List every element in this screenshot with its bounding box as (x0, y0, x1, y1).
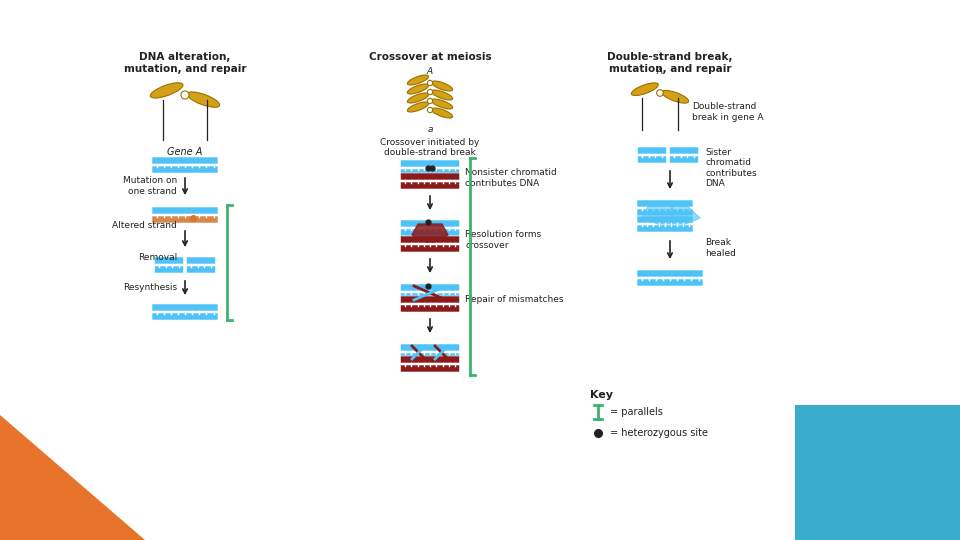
Text: DNA alteration,
mutation, and repair: DNA alteration, mutation, and repair (124, 52, 247, 73)
FancyBboxPatch shape (637, 279, 703, 286)
Ellipse shape (657, 90, 663, 96)
FancyBboxPatch shape (400, 245, 460, 252)
Ellipse shape (427, 98, 433, 104)
FancyBboxPatch shape (637, 147, 666, 154)
Text: Gene A: Gene A (167, 147, 203, 157)
FancyBboxPatch shape (152, 207, 218, 214)
Ellipse shape (151, 83, 183, 98)
Ellipse shape (407, 75, 428, 85)
FancyBboxPatch shape (400, 169, 460, 176)
FancyBboxPatch shape (637, 225, 693, 232)
FancyBboxPatch shape (400, 293, 460, 300)
Ellipse shape (407, 93, 428, 103)
Ellipse shape (431, 90, 452, 100)
Text: Break
healed: Break healed (705, 238, 736, 258)
Text: Sister
chromatid
contributes
DNA: Sister chromatid contributes DNA (705, 148, 756, 188)
FancyBboxPatch shape (400, 344, 460, 351)
Text: Resynthesis: Resynthesis (123, 282, 177, 292)
Ellipse shape (187, 92, 220, 107)
FancyBboxPatch shape (637, 216, 693, 223)
FancyBboxPatch shape (155, 266, 183, 273)
FancyBboxPatch shape (152, 157, 218, 164)
Text: = parallels: = parallels (610, 407, 662, 417)
Ellipse shape (181, 91, 189, 99)
Text: A: A (657, 67, 663, 76)
FancyBboxPatch shape (400, 296, 460, 303)
Text: Removal: Removal (137, 253, 177, 261)
FancyBboxPatch shape (400, 160, 460, 167)
FancyBboxPatch shape (152, 216, 218, 223)
Text: A: A (427, 67, 433, 76)
Ellipse shape (632, 83, 659, 96)
FancyBboxPatch shape (186, 266, 215, 273)
FancyBboxPatch shape (669, 156, 699, 163)
Ellipse shape (427, 80, 433, 86)
Text: a: a (427, 125, 433, 134)
FancyBboxPatch shape (637, 270, 703, 277)
Text: Mutation on
one strand: Mutation on one strand (123, 176, 177, 195)
FancyBboxPatch shape (400, 182, 460, 189)
FancyBboxPatch shape (400, 173, 460, 180)
Text: Resolution forms
crossover: Resolution forms crossover (465, 230, 541, 249)
Polygon shape (412, 224, 448, 242)
FancyBboxPatch shape (637, 200, 693, 207)
Ellipse shape (407, 84, 428, 94)
Text: Double-strand break,
mutation, and repair: Double-strand break, mutation, and repai… (608, 52, 732, 73)
Ellipse shape (427, 107, 433, 113)
FancyBboxPatch shape (400, 284, 460, 291)
FancyBboxPatch shape (669, 147, 699, 154)
FancyBboxPatch shape (400, 356, 460, 363)
Text: Repair of mismatches: Repair of mismatches (465, 295, 564, 305)
FancyBboxPatch shape (400, 305, 460, 312)
Text: Key: Key (590, 390, 613, 400)
Ellipse shape (427, 90, 433, 94)
FancyBboxPatch shape (400, 353, 460, 360)
FancyBboxPatch shape (152, 313, 218, 320)
FancyBboxPatch shape (155, 257, 183, 264)
Ellipse shape (431, 81, 452, 91)
Bar (795, 405, 960, 540)
FancyBboxPatch shape (152, 304, 218, 311)
FancyBboxPatch shape (637, 209, 693, 216)
Text: Crossover initiated by
double-strand break: Crossover initiated by double-strand bre… (380, 138, 480, 157)
Polygon shape (672, 203, 700, 224)
Polygon shape (0, 415, 145, 540)
Ellipse shape (431, 108, 452, 118)
Ellipse shape (661, 91, 688, 103)
Ellipse shape (407, 102, 428, 112)
Text: Crossover at meiosis: Crossover at meiosis (369, 52, 492, 62)
FancyBboxPatch shape (400, 365, 460, 372)
FancyBboxPatch shape (400, 220, 460, 227)
FancyBboxPatch shape (186, 257, 215, 264)
FancyBboxPatch shape (400, 229, 460, 236)
Text: = heterozygous site: = heterozygous site (610, 428, 708, 438)
FancyBboxPatch shape (152, 166, 218, 173)
Text: Nonsister chromatid
contributes DNA: Nonsister chromatid contributes DNA (465, 168, 557, 188)
Polygon shape (642, 203, 672, 224)
Text: Double-strand
break in gene A: Double-strand break in gene A (692, 102, 763, 122)
FancyBboxPatch shape (400, 236, 460, 243)
FancyBboxPatch shape (637, 156, 666, 163)
Text: Altered strand: Altered strand (112, 220, 177, 230)
Ellipse shape (431, 99, 452, 109)
